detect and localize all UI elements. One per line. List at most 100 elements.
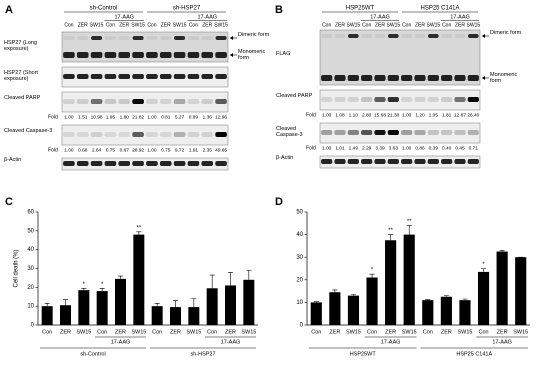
x-tick-label: ZER bbox=[170, 329, 181, 335]
x-tick-label: Con bbox=[97, 329, 107, 335]
group-label: HSP25 C141A bbox=[456, 351, 492, 357]
fold-value: 2.35 bbox=[203, 147, 213, 153]
lane-label: ZER bbox=[375, 22, 385, 28]
band bbox=[146, 52, 158, 58]
band bbox=[63, 74, 75, 79]
bar bbox=[78, 290, 90, 325]
band bbox=[173, 161, 186, 166]
blot bbox=[61, 31, 229, 63]
fold-value: 1.00 bbox=[147, 114, 157, 120]
fold-value: 1.00 bbox=[402, 112, 412, 118]
bar bbox=[115, 278, 126, 325]
band bbox=[159, 132, 172, 137]
lane-label: Con bbox=[442, 22, 451, 28]
treatment-label: 17-AAG bbox=[221, 339, 241, 345]
band bbox=[414, 97, 426, 102]
x-tick-label: SW15 bbox=[402, 329, 417, 335]
row-label-box: Cleaved PARP bbox=[276, 93, 312, 99]
band bbox=[347, 159, 359, 164]
band bbox=[441, 130, 453, 135]
fold-value: 26.40 bbox=[467, 112, 479, 118]
bar bbox=[60, 305, 71, 325]
fold-value: 0.40 bbox=[442, 145, 452, 151]
lane-label: ZER bbox=[161, 22, 171, 28]
error-bar bbox=[388, 234, 394, 241]
lane-label: Con bbox=[147, 22, 156, 28]
band bbox=[118, 161, 131, 166]
band bbox=[201, 99, 214, 104]
fold-value: 0.75 bbox=[106, 147, 116, 153]
band bbox=[91, 36, 103, 40]
band bbox=[118, 52, 131, 58]
bar bbox=[515, 257, 527, 325]
band bbox=[401, 34, 412, 38]
blot bbox=[319, 155, 481, 169]
band bbox=[468, 34, 479, 38]
band bbox=[90, 74, 103, 79]
band bbox=[441, 75, 453, 81]
band bbox=[132, 99, 144, 104]
row-label-box: FLAG bbox=[276, 51, 290, 57]
band bbox=[132, 74, 144, 79]
band bbox=[77, 36, 89, 40]
band bbox=[215, 99, 227, 104]
lane-label: SW15 bbox=[467, 22, 481, 28]
band bbox=[118, 74, 131, 79]
row-label-box: Cleaved Caspase-3 bbox=[276, 126, 303, 138]
y-tick-label: 0 bbox=[300, 323, 304, 329]
band bbox=[201, 132, 214, 137]
significance: * bbox=[371, 268, 374, 274]
band bbox=[454, 75, 466, 81]
bar bbox=[403, 234, 415, 325]
band bbox=[467, 75, 479, 81]
band bbox=[361, 130, 373, 135]
bar bbox=[41, 306, 53, 325]
row-label: HSP27 (Short exposure) bbox=[4, 70, 38, 82]
band bbox=[146, 74, 158, 79]
bar bbox=[225, 285, 236, 325]
fold-value: 1.01 bbox=[335, 145, 345, 151]
error-bar bbox=[332, 289, 338, 293]
blot bbox=[319, 29, 481, 86]
band bbox=[159, 74, 172, 79]
fold-value: 0.75 bbox=[161, 147, 171, 153]
fold-value: 1.20 bbox=[415, 112, 425, 118]
x-tick-label: ZER bbox=[385, 329, 396, 335]
band bbox=[467, 159, 479, 164]
fold-value: 0.81 bbox=[161, 114, 171, 120]
band bbox=[334, 159, 346, 164]
x-tick-label: ZER bbox=[225, 329, 236, 335]
row-label: Cleaved PARP bbox=[4, 95, 41, 101]
band bbox=[454, 97, 466, 102]
significance: ** bbox=[136, 225, 141, 231]
band bbox=[401, 75, 413, 81]
band bbox=[374, 34, 386, 38]
band bbox=[428, 34, 439, 38]
form-label-box: Monomeric form bbox=[490, 72, 517, 84]
lane-label: SW15 bbox=[90, 22, 104, 28]
band bbox=[90, 132, 103, 137]
bar bbox=[243, 279, 255, 325]
band bbox=[441, 97, 453, 102]
fold-label: Fold bbox=[306, 145, 316, 151]
lane-label: SW15 bbox=[131, 22, 145, 28]
band bbox=[374, 75, 386, 81]
row-label-box: Cleaved Caspase-3 bbox=[4, 128, 52, 134]
y-tick-label: 20 bbox=[296, 277, 303, 283]
error-bar bbox=[443, 295, 449, 297]
bar bbox=[96, 291, 108, 325]
bar bbox=[188, 307, 200, 325]
band bbox=[361, 159, 373, 164]
group-label: sh-Control bbox=[90, 6, 118, 12]
band bbox=[104, 74, 117, 79]
group-label: HSP25 C141A bbox=[420, 6, 459, 12]
fold-value: 1.00 bbox=[147, 147, 157, 153]
bar bbox=[385, 240, 397, 325]
lane-label: SW15 bbox=[427, 22, 441, 28]
band bbox=[160, 36, 172, 40]
fold-value: 0.89 bbox=[189, 114, 199, 120]
band bbox=[187, 99, 200, 104]
band bbox=[321, 34, 332, 38]
x-tick-label: SW15 bbox=[513, 329, 528, 335]
band bbox=[414, 75, 426, 81]
